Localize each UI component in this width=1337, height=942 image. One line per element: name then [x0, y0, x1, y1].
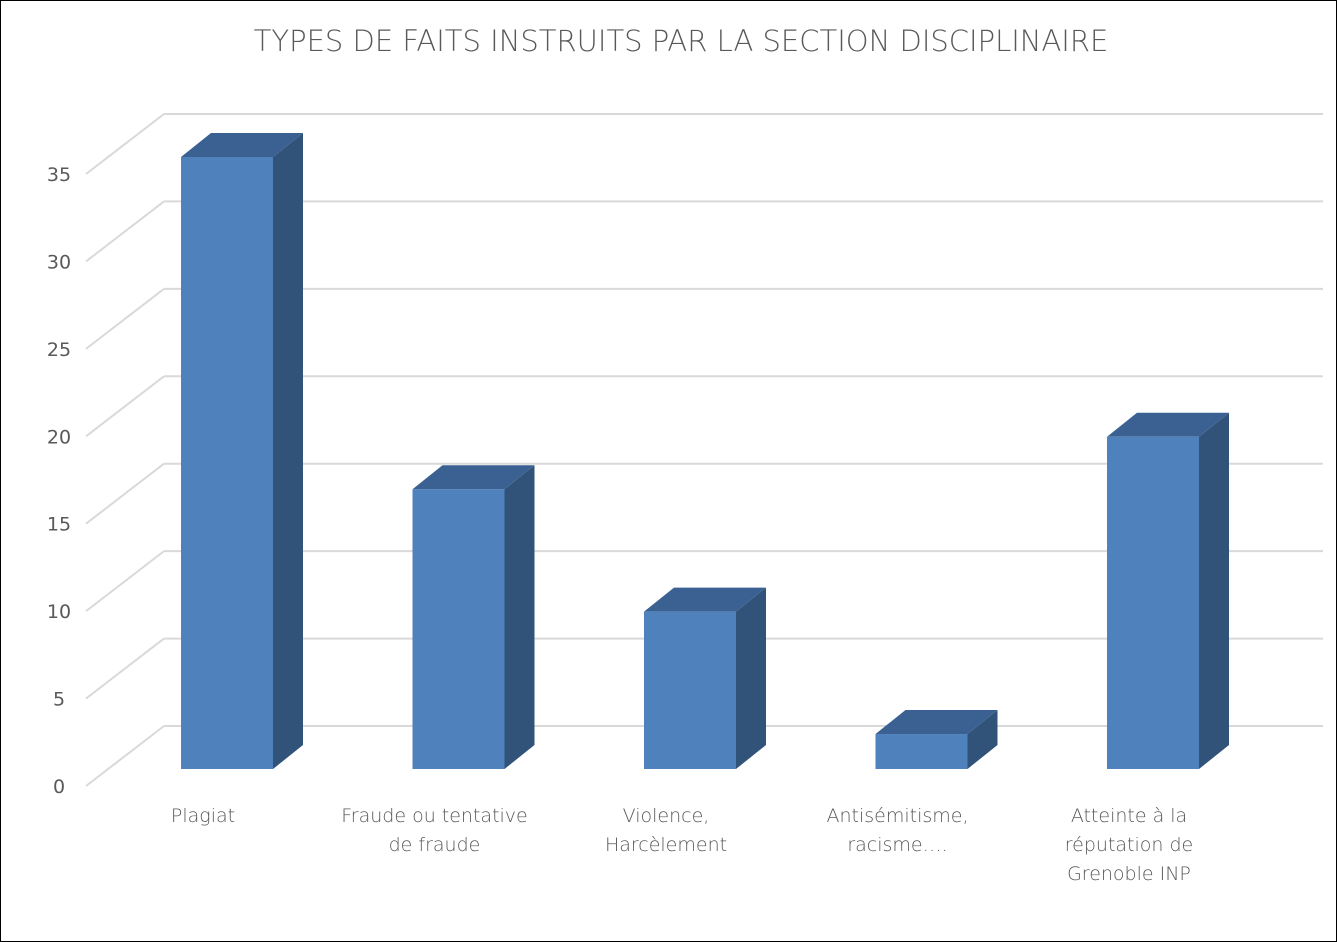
- bar-side: [1199, 412, 1229, 769]
- grid-line-side: [85, 550, 165, 612]
- y-tick-label: 0: [53, 776, 65, 798]
- bar-top: [875, 710, 998, 735]
- grid-line-side: [85, 200, 165, 263]
- y-tick-label: 20: [47, 426, 71, 448]
- bar: [644, 611, 736, 769]
- bar-top: [644, 587, 766, 612]
- y-tick-label: 15: [47, 514, 71, 536]
- bar-top: [181, 133, 303, 157]
- x-tick-label: Atteinte à la réputation de Grenoble INP: [1064, 805, 1194, 885]
- y-tick-label: 10: [47, 601, 71, 623]
- bar-side: [736, 587, 766, 769]
- x-tick-label: Antisémitisme, racisme….: [826, 805, 969, 856]
- bar: [181, 157, 273, 769]
- grid-line-side: [85, 288, 165, 350]
- bar: [412, 489, 505, 769]
- x-tick-label: Fraude ou tentative de fraude: [341, 805, 528, 856]
- x-tick-label: Plagiat: [170, 805, 236, 827]
- bar: [875, 734, 968, 769]
- x-tick-label: Violence, Harcèlement: [604, 805, 728, 856]
- grid-line-side: [85, 637, 165, 700]
- grid-line-side: [85, 113, 165, 175]
- bar-side: [273, 133, 303, 769]
- y-tick-label: 35: [47, 164, 71, 186]
- bar: [1107, 436, 1199, 769]
- bar-top: [412, 465, 535, 490]
- grid-line-side: [85, 462, 165, 525]
- y-tick-label: 25: [47, 339, 71, 361]
- y-tick-label: 5: [53, 689, 65, 711]
- bar-side: [967, 710, 998, 769]
- grid-line-side: [85, 725, 165, 787]
- y-tick-label: 30: [47, 251, 71, 273]
- chart-title: TYPES DE FAITS INSTRUITS PAR LA SECTION …: [254, 24, 1109, 58]
- bar-side: [504, 465, 535, 769]
- grid-line-side: [85, 375, 165, 438]
- bar-top: [1107, 412, 1229, 437]
